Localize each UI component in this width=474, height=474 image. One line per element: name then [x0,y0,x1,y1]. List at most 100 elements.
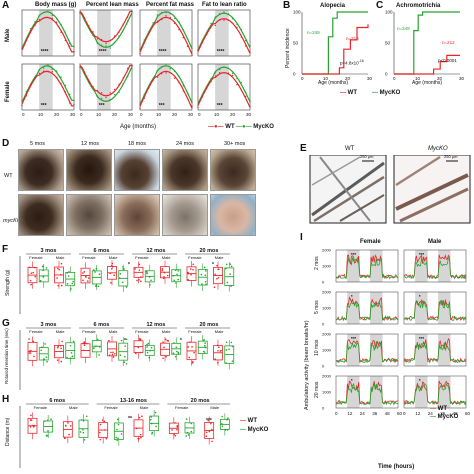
data-point [174,355,177,358]
data-point [187,346,189,348]
data-point [112,351,114,354]
photo-myc-18mos [114,194,160,236]
data-point [137,346,140,349]
data-point [154,411,157,414]
data-point [197,106,199,108]
y-tick-label: 50 [385,41,391,46]
data-point [161,269,164,272]
data-point [223,11,225,13]
mycko-line [139,11,193,51]
data-point [45,267,48,269]
mycko-activity-line [335,341,399,364]
data-point [44,420,46,422]
shaded-region [39,64,53,110]
sex-label: Male [215,329,224,334]
sex-label: Female [82,255,96,260]
data-point [219,350,222,352]
panel-d-row-wt: WT [4,173,13,179]
data-point [217,276,220,279]
x-tick-label: 10 [214,112,220,117]
photo-myc-30mos [210,194,256,236]
data-point [171,429,173,431]
data-point [172,274,175,277]
panel-i-legend-myc: — MycKO [430,414,459,420]
photo-myc-24mos [162,194,208,236]
wt-activity-line [335,339,399,363]
data-point [69,425,72,427]
panel-e-scale-wt: 250 μm [360,154,374,159]
data-point [120,433,123,435]
data-point [99,431,101,434]
data-point [51,17,54,19]
data-point [115,436,118,439]
age-header: 6 mos [94,248,110,254]
wt-activity-line [403,298,467,321]
y-tick-label: 0 [293,72,296,77]
panel-a-title-1: Body mass (g) [35,2,77,8]
panel-bc-ylabel: Percent incidence [285,28,291,68]
mycko-activity-line [335,256,399,280]
x-tick-label: 20 [345,76,351,81]
data-point [139,351,142,354]
panel-i-col-female: Female [360,239,381,245]
x-tick-label: 20 [172,112,178,117]
data-point [150,346,153,349]
plot-frame [403,333,467,367]
data-point [96,38,99,40]
significance-marker: *** [217,103,223,109]
plot-frame [139,9,193,57]
data-point [98,273,101,275]
significance-marker: *** [99,103,105,109]
data-point [42,269,44,272]
x-tick-label: 20 [230,112,236,117]
data-point [211,440,213,443]
dark-phase [347,292,360,324]
data-point [224,429,227,431]
data-point [86,280,89,282]
data-point [191,346,193,348]
data-point [69,357,72,359]
data-point [29,425,32,428]
y-tick-label: 0 [322,364,325,369]
data-point [149,284,151,286]
data-point [204,270,207,272]
wt-activity-line [403,380,467,406]
dark-phase [370,292,383,324]
data-point [83,344,86,346]
data-point [176,428,178,431]
x-tick-label: 30 [459,76,465,81]
significance-marker: * [419,294,421,299]
data-point [138,269,141,271]
data-point [185,418,188,420]
data-point [108,339,110,342]
data-point [70,288,72,290]
data-point [146,343,148,346]
data-point [45,435,48,437]
data-point [121,281,124,284]
dark-phase [415,250,428,282]
data-point [109,272,111,275]
data-point [82,431,85,434]
data-point [56,277,58,279]
y-tick-label: 50 [293,41,299,46]
data-point [69,344,72,347]
data-point [140,280,142,283]
data-point [216,277,218,280]
photo-wt-18mos [114,149,160,191]
data-point [216,264,218,267]
data-point [148,356,151,359]
panel-bc-legend-myc: — MycKO [372,90,401,96]
data-point [32,425,35,428]
data-point [216,361,219,364]
data-point [150,422,153,425]
data-point [173,279,175,282]
data-point [83,439,86,441]
x-tick-label: 48 [385,411,391,416]
data-point [110,264,113,267]
panel-a-charts: **** **** **** *******0 10 20 30***0 10 20 30***0… [21,9,252,117]
x-tick-label: 36 [372,411,378,416]
panel-e-myc-label: MycKO [428,146,448,152]
data-point [98,346,101,348]
data-point [60,284,63,287]
panel-c-xlabel: Age (months) [412,80,443,86]
